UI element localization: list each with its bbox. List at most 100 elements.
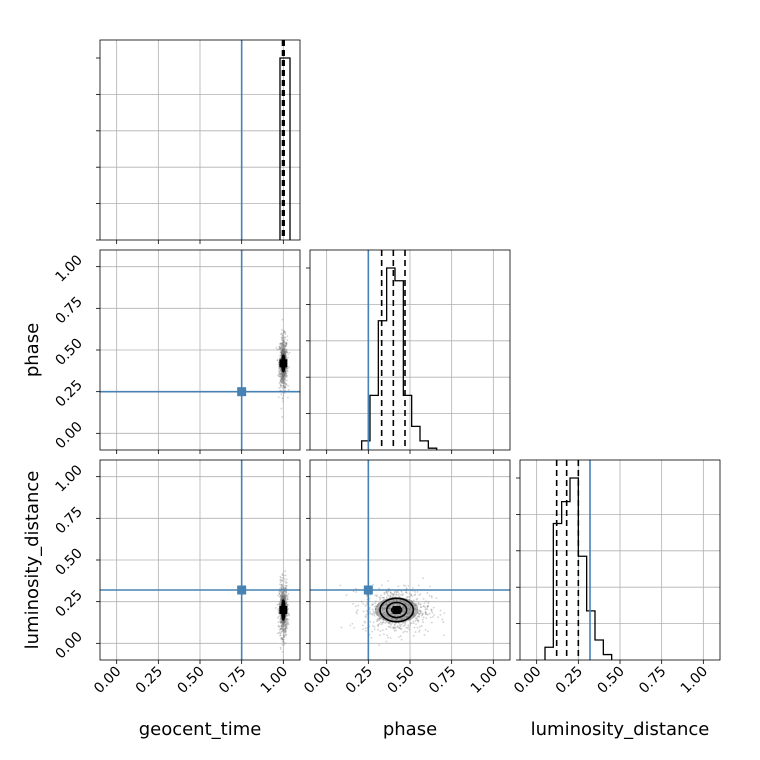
scatter-geocent-time-vs-luminosity-distance-point (279, 634, 282, 637)
scatter-geocent-time-vs-luminosity-distance-point (283, 625, 285, 628)
scatter-geocent-time-vs-luminosity-distance-point (284, 620, 287, 623)
scatter-geocent-time-vs-phase-point (279, 381, 282, 383)
scatter-phase-vs-luminosity-distance-point (408, 592, 411, 595)
scatter-phase-vs-luminosity-distance-point (370, 604, 373, 607)
scatter-geocent-time-vs-phase-point (284, 370, 287, 373)
scatter-geocent-time-vs-phase-point (280, 351, 283, 354)
scatter-phase-vs-luminosity-distance-point (373, 605, 376, 608)
scatter-geocent-time-vs-luminosity-distance-point (285, 621, 287, 623)
scatter-geocent-time-vs-luminosity-distance-point (283, 590, 286, 593)
scatter-geocent-time-vs-phase-point (281, 349, 284, 352)
scatter-geocent-time-vs-phase-point (279, 347, 282, 349)
scatter-geocent-time-vs-phase-point (280, 375, 283, 378)
scatter-geocent-time-vs-luminosity-distance-point (281, 625, 284, 628)
scatter-phase-vs-luminosity-distance-point (402, 584, 405, 587)
scatter-phase-vs-luminosity-distance-point (413, 604, 415, 607)
scatter-geocent-time-vs-phase-point (282, 382, 285, 384)
scatter-phase-vs-luminosity-distance-point (394, 626, 397, 629)
scatter-phase-vs-luminosity-distance-point (375, 613, 378, 616)
scatter-phase-vs-luminosity-distance-point (412, 634, 415, 637)
scatter-phase-vs-luminosity-distance-point (410, 600, 413, 603)
scatter-geocent-time-vs-phase-point (283, 349, 285, 352)
scatter-geocent-time-vs-phase-point (279, 380, 282, 382)
scatter-geocent-time-vs-phase-point (288, 351, 291, 354)
scatter-phase-vs-luminosity-distance-point (419, 603, 422, 606)
scatter-phase-vs-luminosity-distance-point (401, 594, 404, 597)
scatter-geocent-time-vs-luminosity-distance-point (278, 590, 281, 593)
scatter-phase-vs-luminosity-distance-point (414, 617, 417, 620)
scatter-geocent-time-vs-luminosity-distance-point (285, 587, 288, 590)
scatter-geocent-time-vs-phase-point (282, 344, 285, 346)
scatter-geocent-time-vs-phase-point (283, 352, 286, 355)
scatter-geocent-time-vs-luminosity-distance-point (282, 621, 285, 624)
scatter-geocent-time-vs-phase-point (283, 378, 286, 380)
scatter-geocent-time-vs-phase-point (282, 343, 285, 346)
scatter-geocent-time-vs-luminosity-distance-point (278, 625, 281, 628)
scatter-geocent-time-vs-luminosity-distance-point (281, 590, 284, 593)
scatter-phase-vs-luminosity-distance-point (382, 619, 385, 622)
scatter-phase-vs-luminosity-distance-point (405, 602, 408, 605)
scatter-geocent-time-vs-phase-point (285, 342, 288, 345)
scatter-phase-vs-luminosity-distance-point (408, 628, 411, 631)
scatter-phase-vs-luminosity-distance-point (385, 590, 388, 593)
scatter-phase-vs-luminosity-distance-point (401, 622, 404, 624)
scatter-geocent-time-vs-phase-point (279, 343, 282, 345)
scatter-phase-vs-luminosity-distance-point (376, 611, 379, 614)
scatter-geocent-time-vs-phase-point (281, 343, 284, 345)
scatter-geocent-time-vs-phase-point (282, 340, 285, 343)
scatter-geocent-time-vs-phase-point (282, 377, 284, 380)
scatter-phase-vs-luminosity-distance-point (383, 611, 385, 614)
scatter-phase-vs-luminosity-distance-point (381, 629, 384, 631)
scatter-geocent-time-vs-luminosity-distance-point (284, 570, 286, 573)
scatter-geocent-time-vs-luminosity-distance-point (284, 586, 287, 589)
scatter-geocent-time-vs-luminosity-distance-point (280, 628, 282, 631)
scatter-geocent-time-vs-phase-point (282, 339, 284, 342)
scatter-phase-vs-luminosity-distance-point (409, 606, 412, 609)
scatter-geocent-time-vs-phase-point (281, 378, 284, 380)
scatter-geocent-time-vs-phase-point (285, 343, 288, 346)
scatter-phase-vs-luminosity-distance-point (400, 590, 403, 593)
scatter-phase-vs-luminosity-distance-point (429, 585, 431, 588)
scatter-geocent-time-vs-luminosity-distance-point (280, 579, 283, 581)
scatter-phase-vs-luminosity-distance-point (397, 594, 400, 597)
scatter-geocent-time-vs-luminosity-distance-point (284, 627, 287, 629)
scatter-geocent-time-vs-luminosity-distance-point (282, 587, 285, 590)
scatter-geocent-time-vs-phase-point (282, 343, 285, 346)
scatter-phase-vs-luminosity-distance-point (380, 584, 383, 587)
scatter-geocent-time-vs-luminosity-distance-point (281, 583, 283, 586)
scatter-geocent-time-vs-luminosity-distance-point (281, 628, 284, 630)
scatter-geocent-time-vs-luminosity-distance-point (280, 594, 283, 596)
scatter-geocent-time-vs-phase-point (285, 341, 288, 344)
scatter-geocent-time-vs-luminosity-distance-point (282, 592, 285, 594)
scatter-phase-vs-luminosity-distance-point (424, 611, 427, 614)
scatter-phase-vs-luminosity-distance-point (384, 622, 387, 624)
scatter-geocent-time-vs-phase-point (285, 348, 288, 351)
scatter-phase-vs-luminosity-distance-point (384, 603, 387, 605)
scatter-phase-vs-luminosity-distance-point (418, 630, 421, 633)
scatter-phase-vs-luminosity-distance-point (379, 618, 382, 621)
scatter-phase-vs-luminosity-distance-point (397, 626, 400, 629)
scatter-geocent-time-vs-phase-point (285, 341, 288, 344)
scatter-geocent-time-vs-phase-point (283, 351, 286, 353)
scatter-phase-vs-luminosity-distance-grid (310, 460, 510, 660)
scatter-geocent-time-vs-luminosity-distance-point (286, 604, 289, 606)
scatter-geocent-time-vs-luminosity-distance-point (282, 597, 285, 600)
scatter-geocent-time-vs-luminosity-distance-point (280, 594, 283, 596)
scatter-phase-vs-luminosity-distance-point (371, 630, 374, 633)
scatter-geocent-time-vs-phase-point (284, 373, 286, 375)
scatter-geocent-time-vs-phase-point (277, 396, 280, 399)
scatter-phase-vs-luminosity-distance-point (402, 593, 404, 595)
scatter-geocent-time-vs-phase-point (281, 352, 284, 354)
scatter-geocent-time-vs-luminosity-distance-point (280, 622, 283, 625)
scatter-geocent-time-vs-phase-point (285, 368, 288, 370)
scatter-phase-vs-luminosity-distance-point (417, 619, 420, 622)
scatter-phase-vs-luminosity-distance-point (418, 612, 421, 615)
hist-geocent-time-bars (279, 57, 291, 240)
scatter-phase-vs-luminosity-distance-point (387, 590, 390, 593)
scatter-phase-vs-luminosity-distance-point (385, 601, 388, 604)
scatter-geocent-time-vs-phase-point (280, 351, 283, 354)
scatter-geocent-time-vs-phase-point (283, 344, 286, 347)
scatter-geocent-time-vs-luminosity-distance-point (281, 596, 284, 599)
scatter-geocent-time-vs-phase-point (282, 379, 284, 381)
